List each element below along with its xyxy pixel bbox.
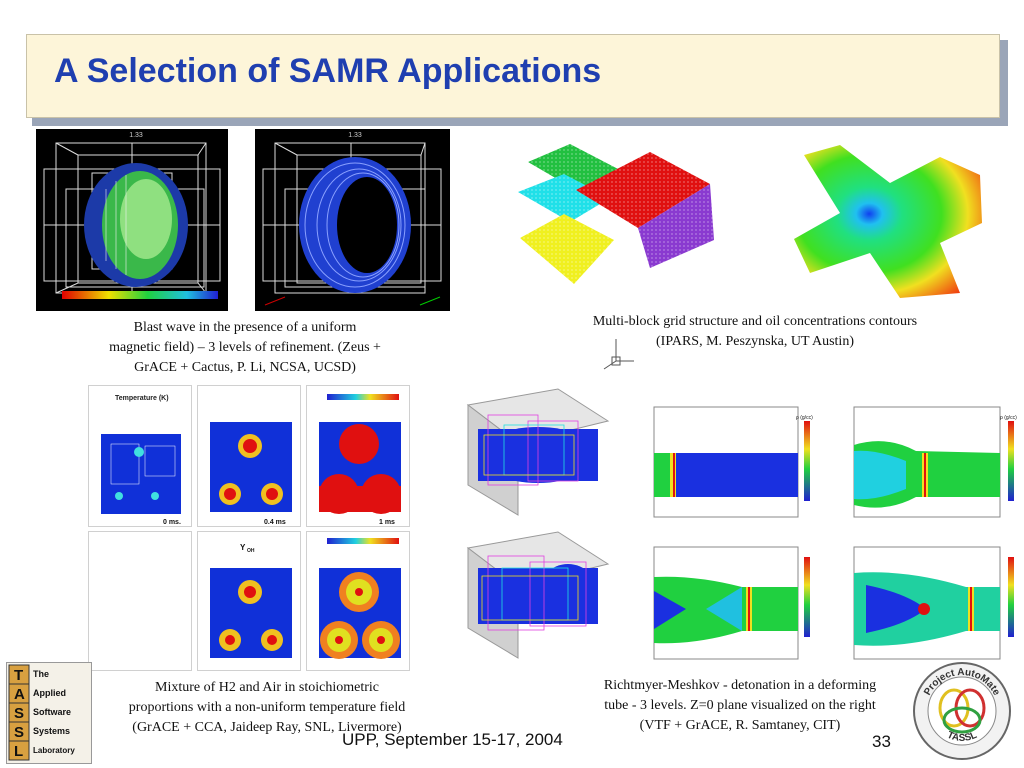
svg-text:TASSL: TASSL: [945, 730, 978, 744]
blast-wave-image-1: 1.33: [36, 129, 228, 311]
blast-wave-image-2: 1.33: [255, 129, 450, 311]
tassl-letter: S: [14, 724, 24, 741]
yoh-label: Y: [240, 543, 246, 552]
tassl-word: Laboratory: [33, 746, 75, 755]
title-box: [26, 34, 1000, 118]
axes-icon: [598, 333, 638, 373]
caption-line: Multi-block grid structure and oil conce…: [592, 314, 918, 329]
empty-plot: [88, 531, 192, 671]
caption-line: GrACE + Cactus, P. Li, NCSA, UCSD): [134, 360, 356, 375]
tassl-word: Software: [33, 707, 71, 717]
automate-logo: Project AutoMate TASSL: [912, 660, 1012, 762]
temperature-plot-1ms: 1 ms: [306, 385, 410, 527]
tassl-letter: S: [14, 705, 24, 722]
richtmyer-caption: Richtmyer-Meshkov - detonation in a defo…: [555, 676, 925, 736]
blast-time-label-2: 1.33: [348, 132, 362, 139]
time-0ms: 0 ms.: [163, 519, 181, 526]
caption-line: (VTF + GrACE, R. Samtaney, CIT): [639, 718, 841, 733]
automate-bottom-text: TASSL: [945, 730, 978, 744]
tassl-logo: T A S S L The Applied Software Systems L…: [6, 662, 92, 764]
oil-concentration-image: [790, 143, 985, 300]
caption-line: (GrACE + CCA, Jaideep Ray, SNL, Livermor…: [132, 720, 402, 735]
temperature-plot-0.4ms: 0.4 ms: [197, 385, 301, 527]
temperature-plot-0ms: Temperature (K) 0 ms.: [88, 385, 192, 527]
tassl-letter: T: [14, 667, 23, 684]
tube-3d-image-2: [458, 528, 618, 668]
density-plot-4: [846, 545, 1021, 670]
time-0.4ms: 0.4 ms: [264, 519, 286, 526]
tassl-letter: A: [14, 686, 25, 703]
slide-title: A Selection of SAMR Applications: [54, 52, 602, 90]
density-plot-3: [646, 545, 816, 670]
caption-line: tube - 3 levels. Z=0 plane visualized on…: [604, 698, 876, 713]
mixture-caption: Mixture of H2 and Air in stoichiometric …: [92, 678, 442, 738]
density-plot-1: ρ (g/cc): [646, 405, 816, 527]
blast-time-label: 1.33: [129, 132, 143, 139]
time-1ms: 1 ms: [379, 519, 395, 526]
tassl-word: The: [33, 669, 49, 679]
tassl-word: Systems: [33, 726, 70, 736]
rho-label: ρ (g/cc): [796, 415, 813, 421]
multiblock-caption: Multi-block grid structure and oil conce…: [545, 312, 965, 352]
yoh-plot-1ms: [306, 531, 410, 671]
rho-label-2: ρ (g/cc): [1000, 415, 1017, 421]
tube-3d-image-1: [458, 385, 618, 525]
caption-line: magnetic field) – 3 levels of refinement…: [109, 340, 381, 355]
page-number: 33: [872, 732, 891, 751]
tassl-letter: L: [14, 743, 23, 760]
caption-line: Richtmyer-Meshkov - detonation in a defo…: [603, 678, 877, 693]
multiblock-grid-image: [510, 140, 722, 290]
caption-line: Mixture of H2 and Air in stoichiometric: [155, 680, 379, 695]
tassl-word: Applied: [33, 688, 66, 698]
caption-line: Blast wave in the presence of a uniform: [133, 320, 357, 335]
caption-line: proportions with a non-uniform temperatu…: [128, 700, 406, 715]
blast-wave-caption: Blast wave in the presence of a uniform …: [70, 318, 420, 378]
density-plot-2: ρ (g/cc): [846, 405, 1021, 527]
caption-line: (IPARS, M. Peszynska, UT Austin): [656, 334, 854, 349]
footer-event: UPP, September 15-17, 2004: [342, 730, 563, 749]
yoh-plot-0.4ms: Y OH: [197, 531, 301, 671]
temperature-label: Temperature (K): [115, 395, 169, 402]
yoh-subscript: OH: [247, 548, 255, 554]
